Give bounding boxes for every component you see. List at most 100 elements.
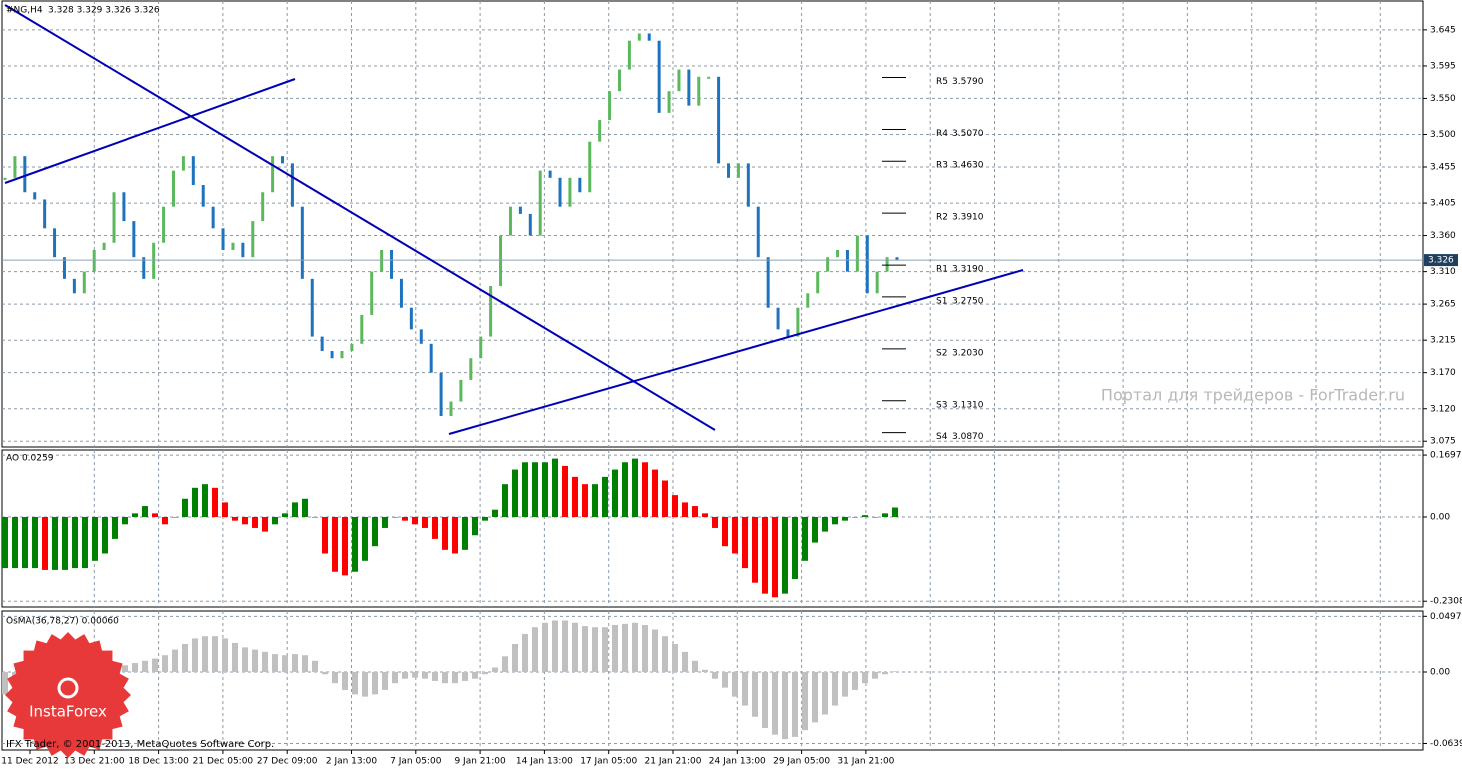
price-bar bbox=[796, 307, 800, 337]
osma-bar bbox=[482, 671, 488, 675]
osma-bar bbox=[762, 671, 768, 728]
pivot-name: S3 bbox=[936, 400, 947, 410]
osma-bar bbox=[612, 624, 618, 672]
osma-bar bbox=[462, 671, 468, 681]
logo-text: InstaForex bbox=[29, 703, 107, 721]
price-bar bbox=[191, 156, 195, 186]
osma-bar bbox=[692, 660, 698, 672]
pivot-label: 3.2030 bbox=[952, 348, 984, 358]
y-tick-label: 3.360 bbox=[1430, 231, 1456, 241]
ao-bar bbox=[632, 458, 638, 518]
price-bar bbox=[162, 206, 166, 243]
ao-bar bbox=[732, 517, 738, 554]
price-bar bbox=[211, 206, 215, 229]
ao-bar bbox=[172, 517, 178, 518]
osma-bar bbox=[502, 656, 508, 672]
osma-bar bbox=[672, 644, 678, 672]
osma-bar bbox=[132, 663, 138, 672]
price-bar bbox=[102, 242, 106, 250]
osma-bar bbox=[822, 671, 828, 715]
ao-bar bbox=[622, 462, 628, 518]
ao-bar bbox=[712, 517, 718, 528]
y-tick-label: 3.500 bbox=[1430, 130, 1456, 140]
ao-bar bbox=[882, 513, 888, 518]
ao-bar bbox=[572, 476, 578, 518]
price-bar bbox=[231, 242, 235, 250]
ao-bar bbox=[762, 517, 768, 594]
osma-bar bbox=[162, 655, 168, 672]
osma-bar bbox=[622, 623, 628, 672]
osma-bar bbox=[712, 671, 718, 679]
price-bar bbox=[538, 170, 542, 236]
ao-bar bbox=[52, 517, 58, 570]
osma-bar bbox=[2, 671, 8, 695]
y-tick-label: -0.2308 bbox=[1430, 597, 1462, 607]
ao-bar bbox=[292, 502, 298, 518]
trend-line bbox=[4, 78, 296, 184]
osma-bar bbox=[342, 671, 348, 690]
pivot-name: R5 bbox=[936, 77, 948, 87]
ao-bar bbox=[42, 517, 48, 570]
osma-bar bbox=[722, 671, 728, 688]
trend-line bbox=[448, 269, 1024, 435]
time-label: 2 Jan 13:00 bbox=[326, 757, 378, 767]
price-bar bbox=[419, 329, 423, 344]
osma-bar bbox=[282, 655, 288, 672]
osma-bar bbox=[292, 654, 298, 672]
price-bar bbox=[727, 163, 731, 178]
ao-bar bbox=[232, 517, 238, 521]
marks bbox=[2, 33, 1423, 740]
price-bar bbox=[677, 69, 681, 92]
price-bar bbox=[409, 307, 413, 330]
ao-bar bbox=[12, 517, 18, 569]
ao-bar bbox=[722, 517, 728, 547]
pivot-label: 3.5790 bbox=[952, 77, 984, 87]
pivot-name: R4 bbox=[936, 129, 948, 139]
watermark: Портал для трейдеров - ForTrader.ru bbox=[1101, 386, 1405, 405]
time-label: 14 Jan 13:00 bbox=[516, 757, 573, 767]
osma-bar bbox=[332, 671, 338, 684]
y-tick-label: 3.405 bbox=[1430, 199, 1456, 209]
price-bar bbox=[23, 156, 27, 193]
ao-panel bbox=[1, 449, 1424, 608]
ao-bar bbox=[302, 498, 308, 518]
price-bar bbox=[657, 40, 661, 113]
ao-bar bbox=[192, 487, 198, 518]
price-bar bbox=[62, 257, 66, 279]
price-bar bbox=[171, 170, 175, 207]
ao-bar bbox=[822, 517, 828, 532]
price-bar bbox=[717, 76, 721, 164]
price-bar bbox=[13, 156, 17, 178]
osma-bar bbox=[142, 660, 148, 672]
price-bar bbox=[816, 271, 820, 294]
pivot-label: 3.3190 bbox=[952, 265, 984, 275]
price-bar bbox=[281, 156, 285, 164]
y-tick-label: 3.120 bbox=[1430, 404, 1456, 414]
y-tick-label: 0.00 bbox=[1430, 667, 1450, 677]
osma-bar bbox=[172, 649, 178, 672]
osma-bar bbox=[252, 649, 258, 672]
ao-bar bbox=[362, 517, 368, 561]
pivot-name: R3 bbox=[936, 161, 948, 171]
osma-bar bbox=[532, 627, 538, 672]
ao-bar bbox=[792, 517, 798, 580]
price-bar bbox=[746, 163, 750, 207]
ao-bar bbox=[742, 517, 748, 569]
time-label: 29 Jan 05:00 bbox=[773, 757, 830, 767]
price-bar bbox=[518, 206, 522, 214]
price-bar bbox=[399, 278, 403, 308]
price-bar bbox=[271, 156, 275, 193]
osma-bar bbox=[562, 620, 568, 672]
osma-panel bbox=[1, 610, 1424, 751]
ao-bar bbox=[342, 517, 348, 576]
osma-bar bbox=[202, 636, 208, 672]
price-bar bbox=[736, 163, 740, 178]
ao-bar bbox=[422, 517, 428, 528]
osma-bar bbox=[782, 671, 788, 740]
osma-title: OsMA(36,78,27) 0.00060 bbox=[6, 617, 119, 627]
y-tick-label: 0.1697 bbox=[1430, 451, 1462, 461]
osma-bar bbox=[212, 636, 218, 672]
pivot-name: R2 bbox=[936, 213, 948, 223]
price-bar bbox=[92, 249, 96, 272]
price-bar bbox=[310, 278, 314, 337]
